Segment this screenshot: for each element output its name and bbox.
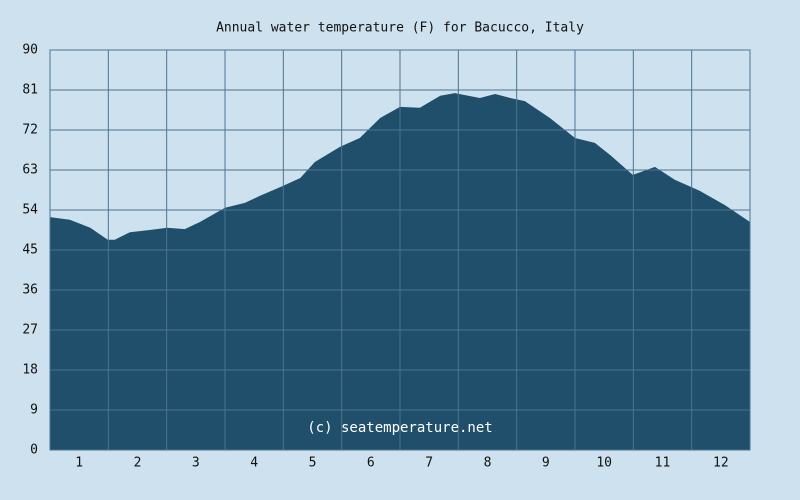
x-tick-label: 2 <box>134 456 142 471</box>
plot-border <box>49 49 751 451</box>
x-tick-label: 7 <box>425 456 433 471</box>
x-tick-label: 1 <box>75 456 83 471</box>
x-tick-label: 9 <box>542 456 550 471</box>
y-tick-label: 54 <box>22 203 38 218</box>
watermark: (c) seatemperature.net <box>307 420 492 436</box>
y-tick-label: 0 <box>30 443 38 458</box>
y-tick-label: 9 <box>30 403 38 418</box>
x-tick-label: 6 <box>367 456 375 471</box>
x-tick-label: 8 <box>484 456 492 471</box>
x-tick-label: 12 <box>713 456 729 471</box>
y-tick-label: 81 <box>22 83 38 98</box>
y-tick-label: 90 <box>22 43 38 58</box>
chart-title: Annual water temperature (F) for Bacucco… <box>216 21 584 36</box>
x-tick-label: 3 <box>192 456 200 471</box>
y-tick-label: 72 <box>22 123 38 138</box>
x-tick-label: 4 <box>250 456 258 471</box>
y-tick-label: 36 <box>22 283 38 298</box>
x-tick-label: 10 <box>596 456 612 471</box>
x-tick-label: 5 <box>309 456 317 471</box>
y-tick-label: 63 <box>22 163 38 178</box>
y-tick-label: 27 <box>22 323 38 338</box>
y-tick-label: 45 <box>22 243 38 258</box>
y-tick-label: 18 <box>22 363 38 378</box>
x-tick-label: 11 <box>655 456 671 471</box>
